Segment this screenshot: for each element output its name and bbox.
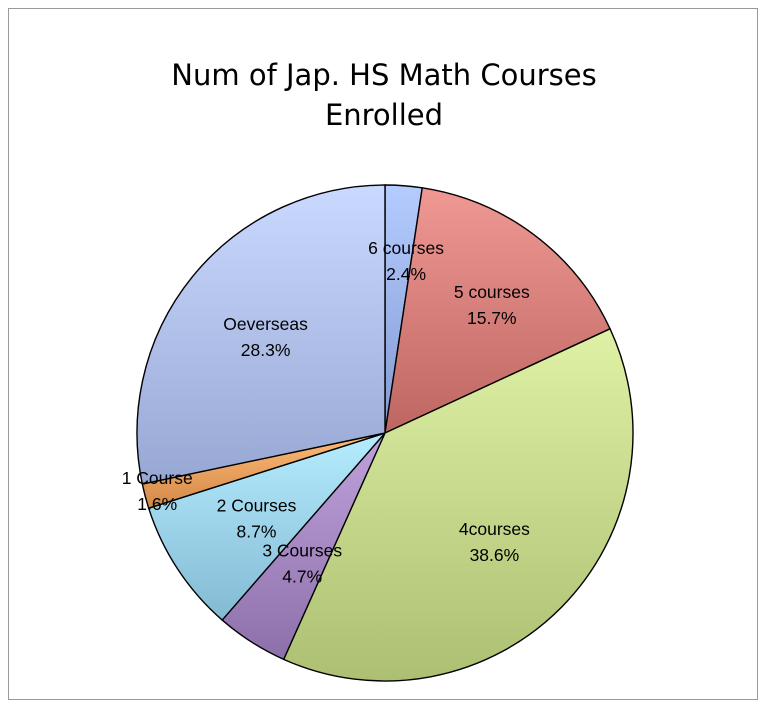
pie-slice-4 <box>147 432 386 621</box>
chart-title-line-2: Enrolled <box>324 98 444 132</box>
slice-percent-label: 38.6% <box>470 545 520 565</box>
slice-category-label: 3 Courses <box>262 541 342 561</box>
slice-percent-label: 2.4% <box>386 264 426 284</box>
slice-category-label: 6 courses <box>368 238 444 258</box>
slice-percent-label: 4.7% <box>282 567 322 587</box>
slice-percent-label: 8.7% <box>237 521 277 541</box>
chart-title: Num of Jap. HS Math Courses Enrolled <box>0 55 768 135</box>
slice-category-label: 4courses <box>459 519 530 539</box>
slice-percent-label: 28.3% <box>241 340 291 360</box>
slice-percent-label: 1.6% <box>137 494 177 514</box>
pie-slice-2 <box>282 328 634 682</box>
slice-percent-label: 15.7% <box>467 308 517 328</box>
slice-category-label: 1 Course <box>122 468 193 488</box>
slice-category-label: Oeverseas <box>223 314 308 334</box>
pie-slice-6 <box>136 184 386 485</box>
pie-slice-1 <box>384 187 611 434</box>
slice-category-label: 5 courses <box>454 282 530 302</box>
slice-category-label: 2 Courses <box>217 495 297 515</box>
chart-title-line-1: Num of Jap. HS Math Courses <box>171 58 597 92</box>
